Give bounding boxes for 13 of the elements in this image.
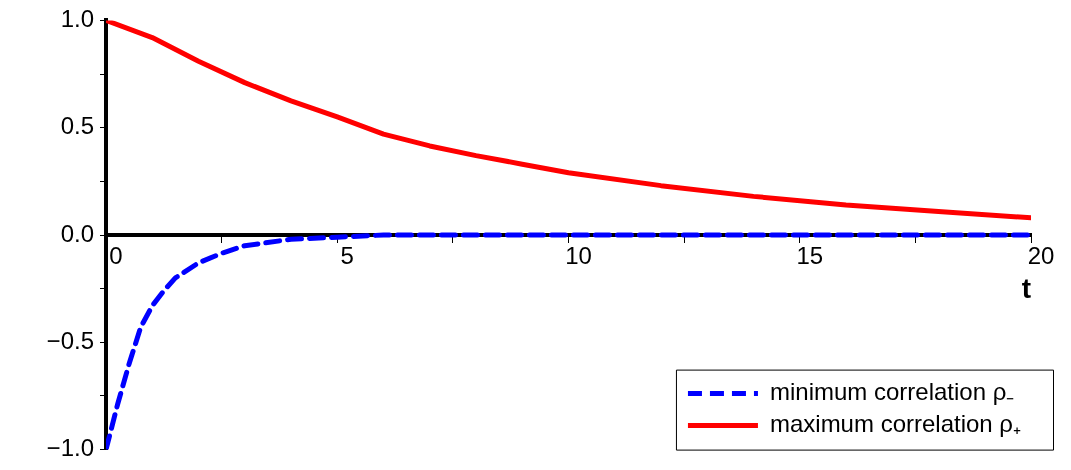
x-axis-title: t <box>1021 273 1031 305</box>
y-tick-label: 0.5 <box>60 112 94 140</box>
x-tick-label: 0 <box>109 242 123 270</box>
y-tick-label: 1.0 <box>60 5 94 33</box>
x-tick-label: 5 <box>340 242 354 270</box>
x-tick-label: 20 <box>1027 242 1055 270</box>
legend-label: minimum correlation ρ₋ <box>769 378 1015 406</box>
y-tick-label: −0.5 <box>46 326 94 354</box>
y-tick-label: −1.0 <box>46 434 94 462</box>
legend-label: maximum correlation ρ₊ <box>769 410 1021 438</box>
y-tick-label: 0.0 <box>60 219 94 247</box>
x-tick-label: 10 <box>565 242 592 270</box>
x-tick-label: 15 <box>796 242 824 270</box>
